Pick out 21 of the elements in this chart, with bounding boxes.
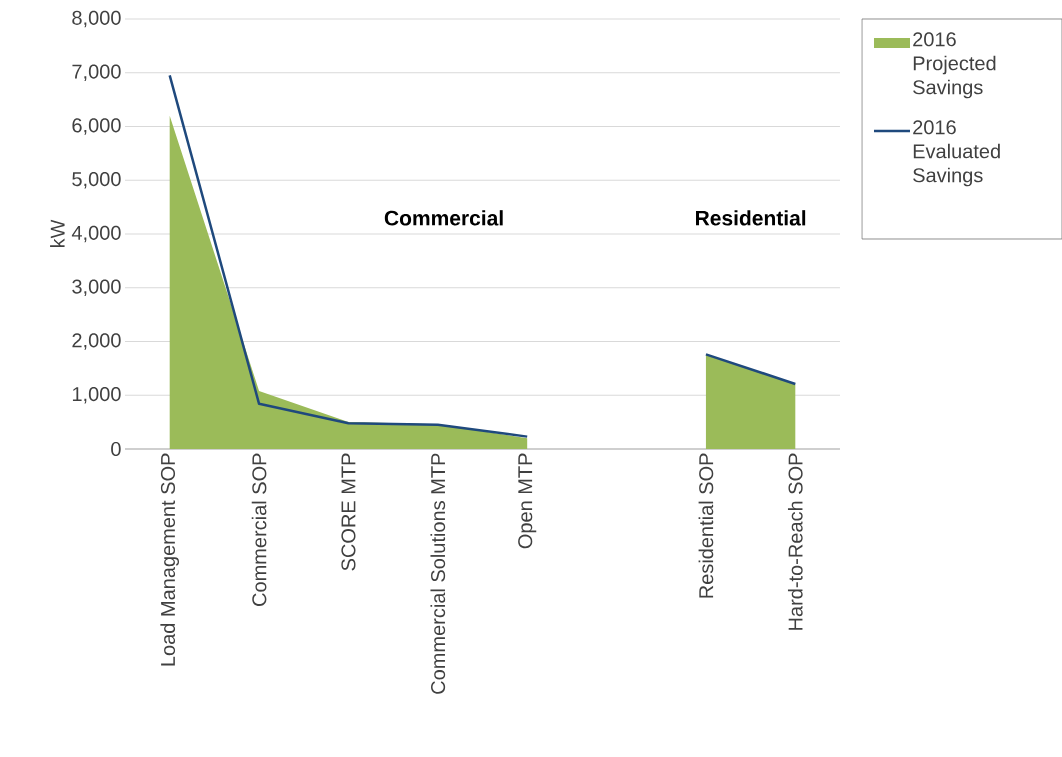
y-tick-label: 6,000 (72, 118, 121, 135)
y-tick-label: 2,000 (72, 333, 121, 350)
y-axis-title: kW (50, 219, 65, 248)
legend-label: 2016 Evaluated Savings (913, 120, 1000, 187)
y-tick-label: 1,000 (72, 386, 121, 404)
y-tick-label: 0 (111, 441, 121, 457)
legend-label: 2016 Projected Savings (913, 32, 996, 99)
x-tick-label: Commercial Solutions MTP (430, 453, 446, 694)
x-tick-label: Open MTP (518, 453, 537, 549)
y-tick-label: 5,000 (72, 171, 121, 189)
annotation: Residential (696, 210, 806, 226)
x-tick-label: Load Management SOP (160, 453, 180, 666)
y-tick-label: 3,000 (72, 279, 121, 296)
x-tick-label: Commercial SOP (251, 453, 267, 606)
x-tick-label: SCORE MTP (341, 453, 356, 571)
y-tick-label: 4,000 (71, 225, 121, 243)
x-tick-label: Hard-to-Reach SOP (787, 453, 803, 630)
annotation: Commercial (384, 210, 503, 226)
y-tick-label: 7,000 (72, 64, 121, 82)
y-tick-label: 8,000 (72, 10, 121, 28)
x-tick-label: Residential SOP (698, 453, 714, 598)
